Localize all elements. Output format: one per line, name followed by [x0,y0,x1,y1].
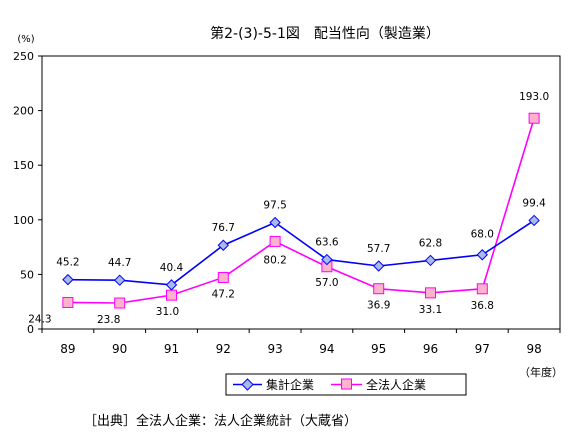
y-axis-unit: (%) [17,34,34,45]
x-tick-label: 96 [423,342,438,356]
data-point-series-2 [476,283,488,295]
x-tick-label: 98 [526,342,541,356]
y-tick-label: 0 [27,323,34,336]
legend-label-series-2: 全法人企業 [366,377,426,392]
legend-diamond-marker [241,378,254,391]
data-point-series-1 [321,253,333,266]
data-label-series-2: 33.1 [419,304,442,316]
data-point-series-2 [166,289,177,301]
data-point-series-2 [269,235,281,247]
chart-title: 第2-(3)-5-1図 配当性向（製造業） [210,25,440,42]
data-point-series-1 [528,214,540,227]
y-tick-label: 100 [13,214,34,227]
data-point-series-2 [373,283,385,295]
data-label-series-1: 99.4 [522,197,546,209]
data-label-series-1: 62.8 [419,237,442,249]
data-label-series-2: 36.8 [471,300,494,312]
y-tick-label: 50 [20,268,34,281]
data-point-series-1 [217,239,230,251]
data-label-series-2: 36.9 [367,300,390,312]
x-tick-label: 94 [319,342,334,356]
y-tick-label: 250 [13,50,34,63]
x-tick-label: 91 [164,342,179,356]
x-tick-label: 95 [371,342,386,356]
data-point-series-1 [113,274,126,286]
data-label-series-2: 24.3 [28,313,51,325]
data-label-series-1: 63.6 [315,237,339,249]
data-point-series-2 [425,287,436,299]
data-point-series-2 [217,271,229,283]
data-point-series-2 [528,112,540,124]
data-label-series-1: 76.7 [212,222,235,234]
series-line-1 [67,219,535,286]
legend: 集計企業 全法人企業 [225,373,467,396]
series-line-2 [67,118,535,304]
legend-label-series-1: 集計企業 [266,377,314,392]
legend-square-marker [341,378,352,390]
data-label-series-2: 57.0 [315,277,338,289]
data-label-series-1: 68.0 [471,229,494,241]
y-axis: 0 50 100 150 200 250 [13,50,42,336]
data-label-series-2: 23.8 [97,314,120,326]
data-label-series-1: 45.2 [56,257,79,269]
data-point-series-2 [114,297,126,309]
data-point-series-1 [165,279,178,291]
x-axis: 89 90 91 92 93 94 95 96 97 98 [41,329,561,356]
data-point-series-1 [424,254,437,267]
data-labels: 45.2 44.7 40.4 76.7 97.5 63.6 57.7 62.8 68.0 99.4… [28,91,549,326]
data-point-series-1 [476,249,489,261]
y-tick-label: 150 [13,159,34,172]
x-tick-label: 93 [267,342,282,356]
data-label-series-1: 44.7 [108,257,131,269]
x-axis-unit: （年度） [519,365,563,379]
series-layer [62,112,540,309]
data-label-series-1: 97.5 [263,200,286,212]
data-label-series-1: 57.7 [367,243,390,255]
data-label-series-2: 80.2 [263,254,286,266]
source-note: ［出典］全法人企業：法人企業統計（大蔵省） [84,414,358,429]
x-tick-label: 90 [112,342,127,356]
data-label-series-2: 31.0 [156,306,179,318]
data-label-series-1: 40.4 [160,262,184,274]
y-tick-label: 200 [13,105,34,118]
data-label-series-2: 193.0 [519,91,549,103]
data-point-series-1 [62,273,74,286]
x-tick-label: 92 [216,342,231,356]
x-tick-label: 97 [475,342,490,356]
x-tick-label: 89 [60,342,75,356]
data-point-series-1 [269,216,281,229]
data-point-series-2 [62,296,74,308]
data-point-series-1 [372,260,385,272]
data-label-series-2: 47.2 [212,288,235,300]
